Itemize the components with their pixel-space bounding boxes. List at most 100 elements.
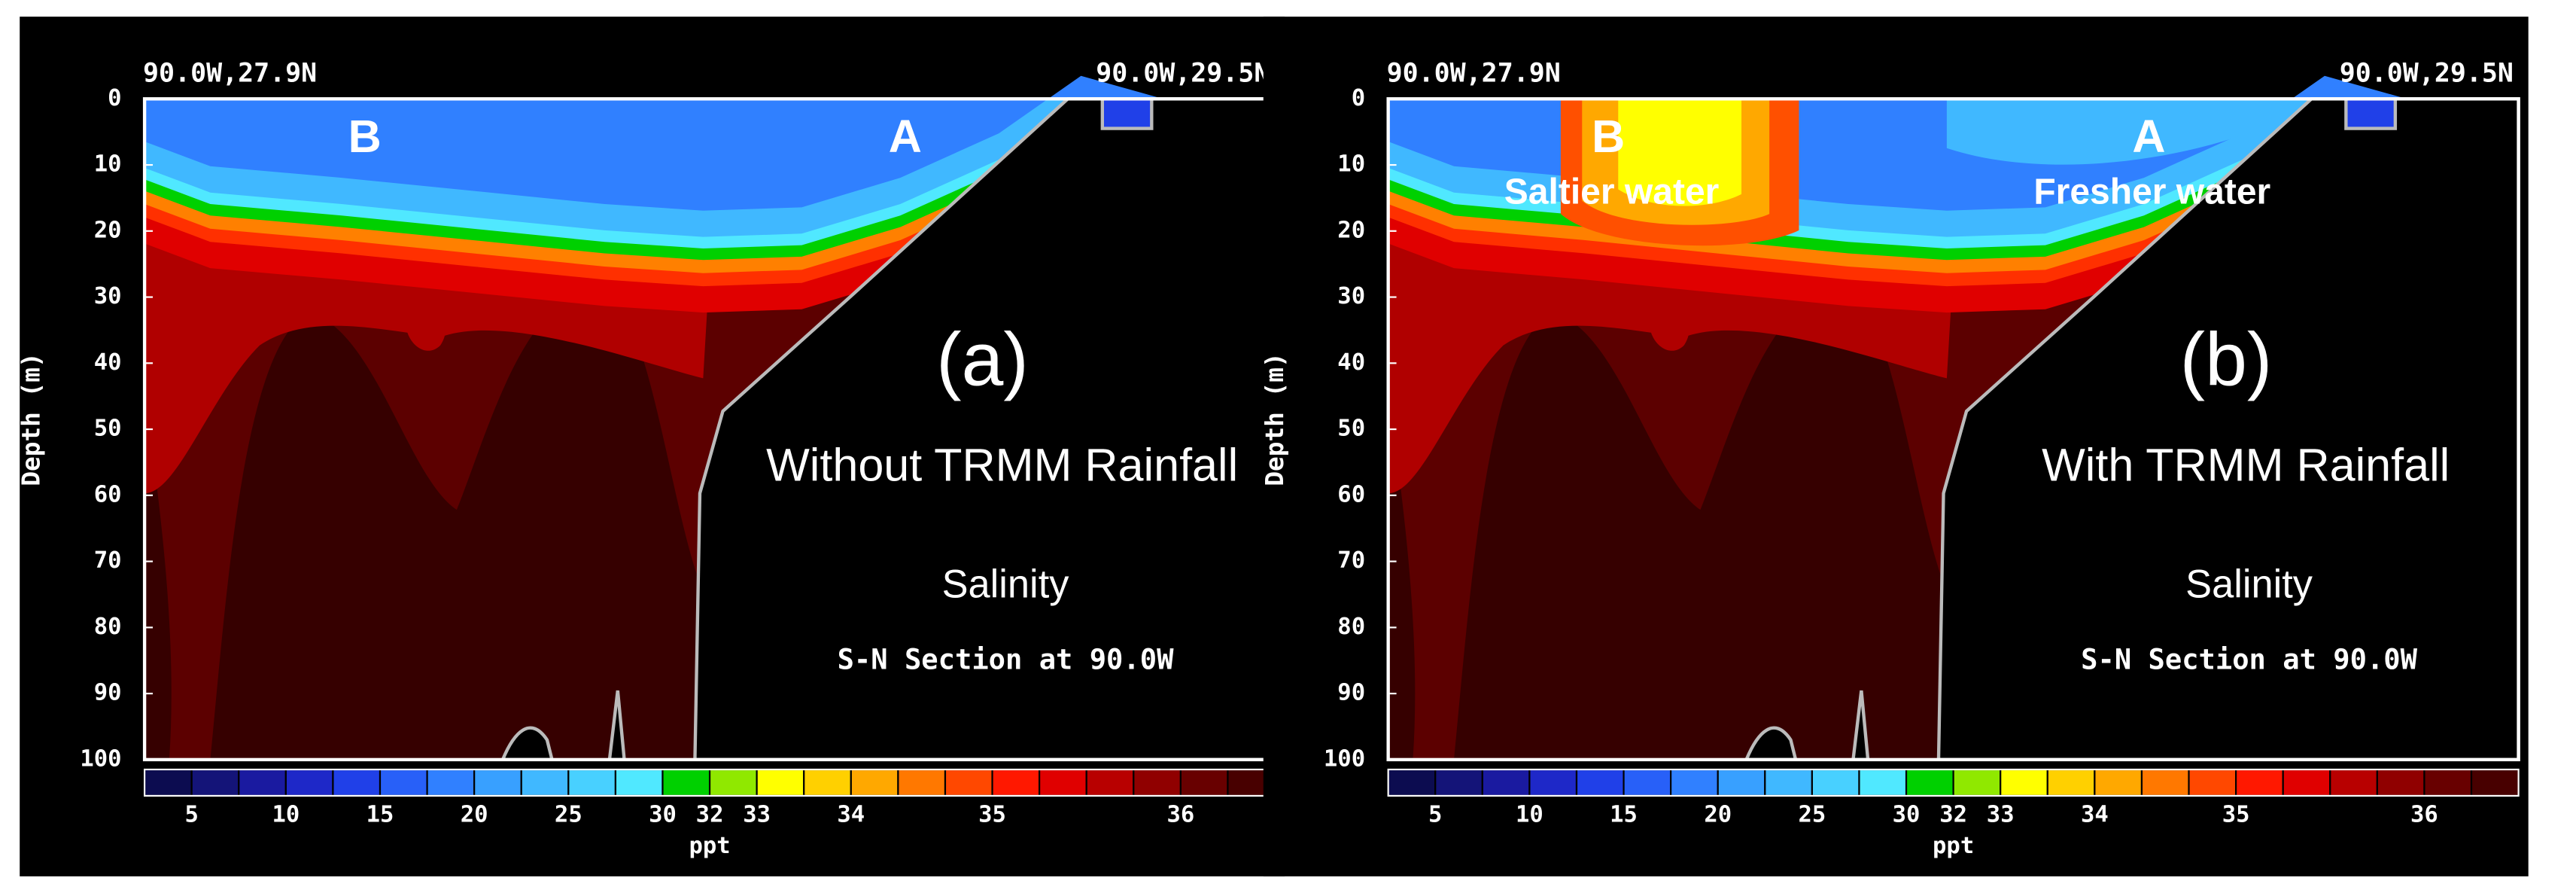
colorbar-box [473, 768, 522, 797]
colorbar-box [1387, 768, 1437, 797]
section-label: S-N Section at 90.0W [838, 643, 1174, 675]
colorbar-tick-label: 33 [743, 802, 771, 828]
annotation: Fresher water [2033, 172, 2270, 212]
colorbar-tick-label: 35 [2222, 802, 2250, 828]
variable-label: Salinity [2185, 562, 2313, 606]
colorbar-tick-label: 32 [696, 802, 724, 828]
colorbar-tick-label: 15 [1610, 802, 1638, 828]
colorbar-box [850, 768, 899, 797]
colorbar-box [2470, 768, 2520, 797]
colorbar-tick-label: 32 [1939, 802, 1967, 828]
colorbar-tick-label: 5 [1428, 802, 1442, 828]
land-notch [1100, 97, 1154, 130]
colorbar-box [1858, 768, 1908, 797]
colorbar-box [1905, 768, 1954, 797]
colorbar-box [2094, 768, 2143, 797]
colorbar-box [1623, 768, 1672, 797]
y-axis-label: Depth (m) [1261, 352, 1289, 486]
y-tick-label: 40 [94, 349, 122, 376]
colorbar-box [2046, 768, 2096, 797]
colorbar-box [426, 768, 476, 797]
colorbar-box [1811, 768, 1860, 797]
field [1946, 99, 2325, 165]
plot-area: 0 10 20 30 40 50 60 70 80 90 100 [80, 75, 1277, 772]
colorbar-tick-label: 34 [837, 802, 865, 828]
field [210, 279, 704, 760]
location-label: 90.0W,27.9N [143, 59, 317, 89]
y-tick-label: 90 [1337, 680, 1365, 706]
colorbar-tick-label: 10 [1516, 802, 1543, 828]
colorbar-box [2376, 768, 2425, 797]
y-tick-label: 10 [1337, 151, 1365, 178]
field [1618, 99, 1742, 206]
colorbar-tick-label: 36 [1166, 802, 1194, 828]
colorbar-box [614, 768, 664, 797]
colorbar-tick-label: 30 [1893, 802, 1921, 828]
y-tick-label: 0 [108, 85, 121, 111]
y-tick-label: 40 [1337, 349, 1365, 376]
colorbar-box [1952, 768, 2002, 797]
colorbar-box [944, 768, 993, 797]
colorbar-tick-label: 5 [184, 802, 198, 828]
colorbar-tick-label: 20 [461, 802, 488, 828]
colorbar-box [1717, 768, 1766, 797]
colorbar-box [708, 768, 758, 797]
colorbar-box [756, 768, 805, 797]
colorbar-box [2423, 768, 2473, 797]
y-tick-label: 70 [94, 547, 122, 574]
colorbar-box [991, 768, 1041, 797]
y-tick-label: 20 [1337, 217, 1365, 243]
panel: 0 10 20 30 40 50 60 70 80 90 100 Depth (m) 90.0W,27.… [17, 17, 1285, 876]
field [406, 307, 446, 351]
region-marker: A [889, 111, 922, 162]
colorbar-tick-label: 34 [2081, 802, 2109, 828]
y-tick-label: 90 [94, 680, 122, 706]
region-marker: B [1592, 111, 1625, 162]
colorbar-box [1528, 768, 1578, 797]
y-tick-label: 70 [1337, 547, 1365, 574]
panel: 0 10 20 30 40 50 60 70 80 90 100 Depth (m) 90.0W,27.… [1261, 17, 2529, 876]
y-tick-label: 0 [1352, 85, 1365, 111]
colorbar-box [238, 768, 287, 797]
colorbar-box [2140, 768, 2190, 797]
y-tick-label: 20 [94, 217, 122, 243]
y-tick-label: 50 [94, 416, 122, 442]
y-tick-label: 100 [1324, 745, 1365, 772]
colorbar-border [1387, 768, 2520, 797]
annotation: Saltier water [1504, 172, 1720, 212]
y-tick-label: 80 [1337, 614, 1365, 640]
location-label: 90.0W,29.5N [2340, 59, 2514, 89]
colorbar-box [2235, 768, 2284, 797]
colorbar-tick-label: 10 [272, 802, 300, 828]
y-axis-label: Depth (m) [17, 352, 46, 486]
field [1453, 279, 1947, 760]
colorbar-tick-label: 25 [1798, 802, 1826, 828]
colorbar-box [661, 768, 711, 797]
colorbar-tick-label: 33 [1987, 802, 2015, 828]
colorbar-box [897, 768, 947, 797]
panel-label: (a) [936, 317, 1029, 401]
colorbar-box [1085, 768, 1135, 797]
colorbar-box [567, 768, 617, 797]
field [144, 75, 1163, 211]
caption: Without TRMM Rainfall [766, 440, 1238, 491]
colorbar-box [379, 768, 428, 797]
colorbar-box [803, 768, 852, 797]
colorbar-box [332, 768, 382, 797]
colorbar-box [1670, 768, 1719, 797]
y-tick-label: 100 [80, 745, 121, 772]
land [1744, 726, 1798, 762]
location-label: 90.0W,27.9N [1387, 59, 1561, 89]
plot-border [1386, 97, 2520, 762]
colorbar-box [2000, 768, 2048, 797]
location-label: 90.0W,29.5N [1096, 59, 1270, 89]
colorbar-tick-label: 20 [1704, 802, 1732, 828]
colorbar-box [2188, 768, 2237, 797]
y-tick-label: 10 [94, 151, 122, 178]
colorbar-box [144, 768, 193, 797]
section-label: S-N Section at 90.0W [2081, 643, 2417, 675]
colorbar-box [190, 768, 240, 797]
colorbar-box [1481, 768, 1531, 797]
colorbar-tick-label: 15 [366, 802, 394, 828]
